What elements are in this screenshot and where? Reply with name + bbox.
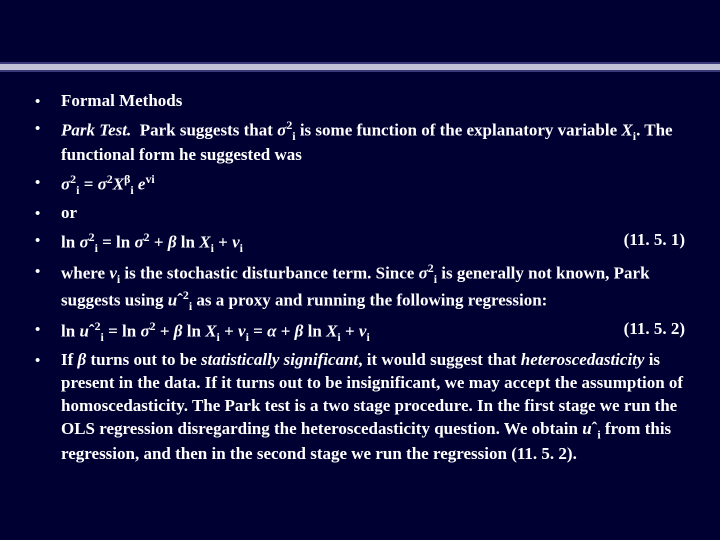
bullet-text: If β turns out to be statistically signi… <box>61 349 685 465</box>
bullet-text: Park Test. Park suggests that σ2i is som… <box>61 117 685 167</box>
slide-content: •Formal Methods•Park Test. Park suggests… <box>0 72 720 490</box>
bullet-text: where vi is the stochastic disturbance t… <box>61 260 685 314</box>
bullet-text: Formal Methods <box>61 90 685 113</box>
equation-number: (11. 5. 1) <box>584 229 685 256</box>
bullet-item: •If β turns out to be statistically sign… <box>35 349 685 465</box>
bullet-marker: • <box>35 318 61 340</box>
bullet-text: or <box>61 202 685 225</box>
bullet-item: •Formal Methods <box>35 90 685 113</box>
bullet-text: ln σ2i = ln σ2 + β ln Xi + vi (11. 5. 1) <box>61 229 685 256</box>
bullet-marker: • <box>35 117 61 139</box>
bullet-marker: • <box>35 171 61 193</box>
equation-body: ln uˆ2i = ln σ2 + β ln Xi + vi = α + β l… <box>61 318 370 345</box>
bullet-item: •where vi is the stochastic disturbance … <box>35 260 685 314</box>
bullet-marker: • <box>35 229 61 251</box>
bullet-item: •ln uˆ2i = ln σ2 + β ln Xi + vi = α + β … <box>35 318 685 345</box>
bullet-marker: • <box>35 349 61 371</box>
bullet-text: σ2i = σ2Xβi evi <box>61 171 685 198</box>
bullet-item: •σ2i = σ2Xβi evi <box>35 171 685 198</box>
bullet-marker: • <box>35 260 61 282</box>
slide-header <box>0 0 720 72</box>
bullet-item: •ln σ2i = ln σ2 + β ln Xi + vi (11. 5. 1) <box>35 229 685 256</box>
bullet-marker: • <box>35 202 61 224</box>
equation-number: (11. 5. 2) <box>584 318 685 345</box>
bullet-text: ln uˆ2i = ln σ2 + β ln Xi + vi = α + β l… <box>61 318 685 345</box>
accent-bar <box>0 62 720 72</box>
bullet-list: •Formal Methods•Park Test. Park suggests… <box>35 90 685 466</box>
equation-body: ln σ2i = ln σ2 + β ln Xi + vi <box>61 229 243 256</box>
bullet-item: •or <box>35 202 685 225</box>
bullet-marker: • <box>35 90 61 112</box>
bullet-item: •Park Test. Park suggests that σ2i is so… <box>35 117 685 167</box>
